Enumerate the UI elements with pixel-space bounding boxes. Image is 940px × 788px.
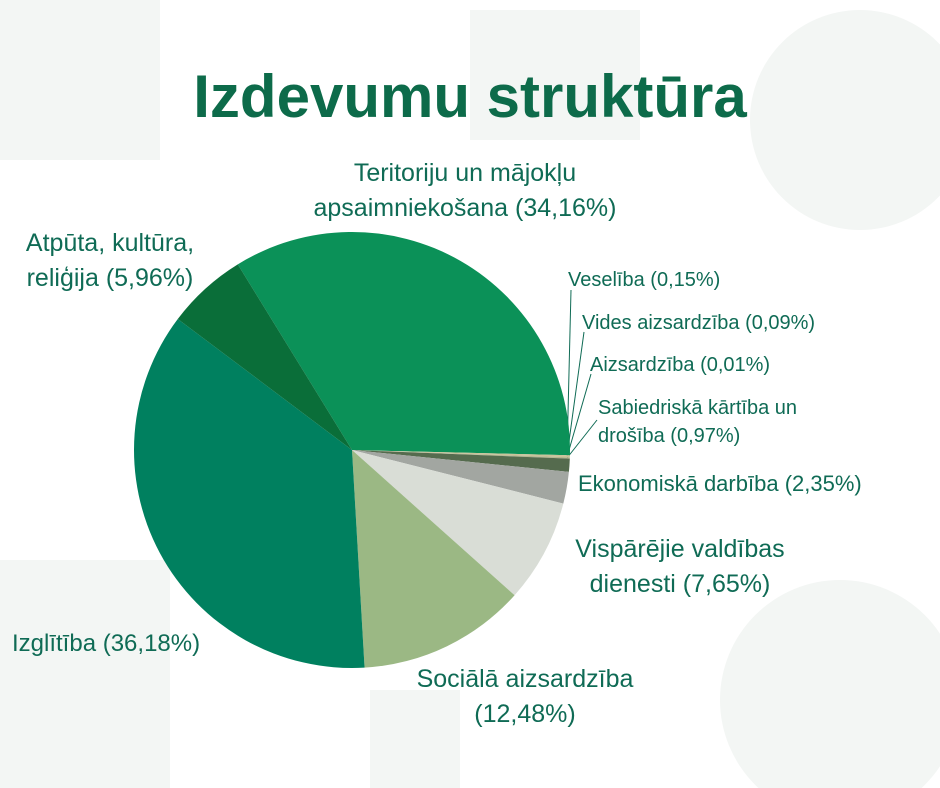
category-name: Ekonomiskā darbība xyxy=(578,471,779,496)
value-label: (7,65%) xyxy=(682,570,771,598)
chart-title: Izdevumu struktūra xyxy=(193,63,747,130)
slice-label: Vispārējie valdības dienesti (7,65%) xyxy=(540,532,820,602)
pie-slice xyxy=(352,450,570,459)
pie-slice xyxy=(352,450,515,668)
slice-label: Veselība (0,15%) xyxy=(568,266,720,294)
category-name: Izglītība xyxy=(12,630,97,657)
value-label: (0,97%) xyxy=(670,425,741,447)
pie-slice xyxy=(352,450,564,596)
category-name: Sociālā aizsardzība xyxy=(416,665,634,693)
category-name: Veselība xyxy=(568,269,645,291)
category-name: Teritoriju un mājokļu apsaimniekošana xyxy=(313,159,577,222)
value-label: (12,48%) xyxy=(474,700,576,728)
value-label: (5,96%) xyxy=(105,264,194,292)
pie-slice xyxy=(134,318,365,669)
value-label: (0,09%) xyxy=(745,312,816,334)
pie-slice xyxy=(177,264,352,450)
value-label: (0,01%) xyxy=(700,354,771,376)
slice-label: Ekonomiskā darbība (2,35%) xyxy=(578,469,862,500)
pie-slice xyxy=(352,450,570,472)
slice-label: Teritoriju un mājokļu apsaimniekošana (3… xyxy=(290,156,640,226)
slice-label: Sabiedriskā kārtība un drošība (0,97%) xyxy=(598,394,828,450)
value-label: (34,16%) xyxy=(515,194,617,222)
slice-label: Izglītība (36,18%) xyxy=(12,627,200,661)
pie-slice xyxy=(352,450,569,504)
pie-slice xyxy=(352,450,570,458)
pie-slice xyxy=(352,450,570,459)
value-label: (2,35%) xyxy=(784,471,862,496)
category-name: Vides aizsardzība xyxy=(582,312,740,334)
pie xyxy=(134,232,571,669)
slice-label: Atpūta, kultūra, reliģija (5,96%) xyxy=(0,226,220,296)
slice-label: Vides aizsardzība (0,09%) xyxy=(582,309,815,337)
category-name: Sabiedriskā kārtība un drošība xyxy=(598,397,798,447)
pie-slice xyxy=(237,232,571,456)
value-label: (0,15%) xyxy=(650,269,721,291)
slice-label: Aizsardzība (0,01%) xyxy=(590,351,770,379)
slice-label: Sociālā aizsardzība (12,48%) xyxy=(380,662,670,732)
category-name: Atpūta, kultūra, reliģija xyxy=(25,229,195,292)
category-name: Vispārējie valdības dienesti xyxy=(575,535,785,598)
category-name: Aizsardzība xyxy=(590,354,695,376)
value-label: (36,18%) xyxy=(102,630,201,657)
